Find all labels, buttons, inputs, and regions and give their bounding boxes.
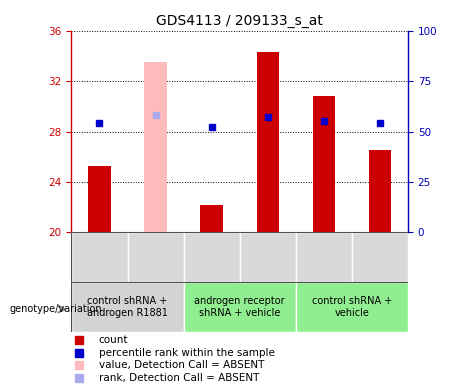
Bar	[352, 232, 408, 282]
Bar	[240, 232, 296, 282]
Bar	[183, 282, 296, 332]
Bar	[256, 52, 279, 232]
Bar	[183, 232, 240, 282]
Bar	[313, 96, 335, 232]
Bar	[88, 166, 111, 232]
Text: rank, Detection Call = ABSENT: rank, Detection Call = ABSENT	[99, 373, 259, 383]
Text: control shRNA +
androgen R1881: control shRNA + androgen R1881	[87, 296, 168, 318]
Text: count: count	[99, 335, 128, 345]
Bar	[296, 282, 408, 332]
Bar	[71, 282, 183, 332]
Bar	[296, 232, 352, 282]
Text: genotype/variation: genotype/variation	[9, 304, 102, 314]
Text: control shRNA +
vehicle: control shRNA + vehicle	[312, 296, 392, 318]
Text: value, Detection Call = ABSENT: value, Detection Call = ABSENT	[99, 360, 264, 370]
Bar	[144, 62, 167, 232]
Title: GDS4113 / 209133_s_at: GDS4113 / 209133_s_at	[156, 14, 323, 28]
Text: androgen receptor
shRNA + vehicle: androgen receptor shRNA + vehicle	[195, 296, 285, 318]
Bar	[369, 151, 391, 232]
Bar	[128, 232, 183, 282]
Bar	[71, 232, 128, 282]
Bar	[201, 205, 223, 232]
Text: percentile rank within the sample: percentile rank within the sample	[99, 348, 274, 358]
